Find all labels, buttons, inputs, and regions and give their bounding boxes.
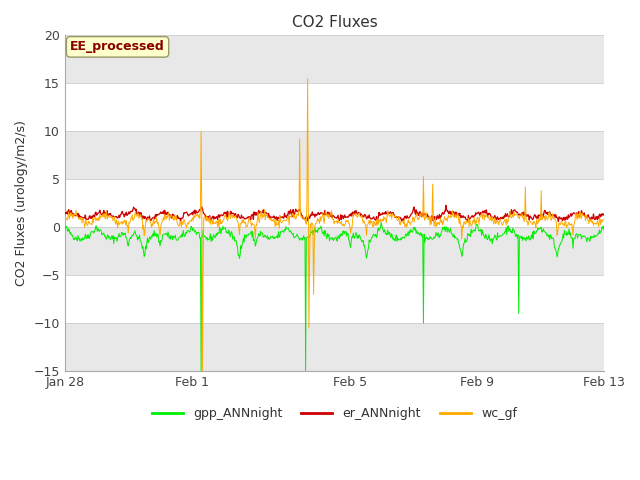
Bar xyxy=(65,323,604,371)
Bar xyxy=(65,36,604,84)
Bar xyxy=(65,275,604,323)
Legend: gpp_ANNnight, er_ANNnight, wc_gf: gpp_ANNnight, er_ANNnight, wc_gf xyxy=(147,402,522,425)
Bar xyxy=(65,227,604,275)
Y-axis label: CO2 Fluxes (urology/m2/s): CO2 Fluxes (urology/m2/s) xyxy=(15,120,28,286)
Bar xyxy=(65,179,604,227)
Title: CO2 Fluxes: CO2 Fluxes xyxy=(292,15,378,30)
Text: EE_processed: EE_processed xyxy=(70,40,165,53)
Bar xyxy=(65,131,604,179)
Bar xyxy=(65,84,604,131)
